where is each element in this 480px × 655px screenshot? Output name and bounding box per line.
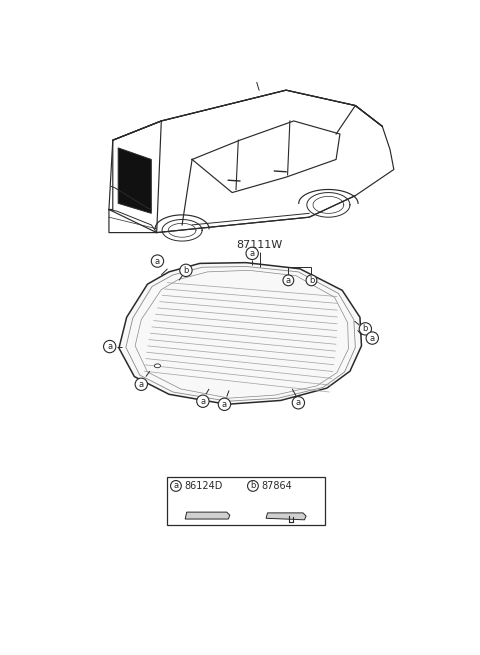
Circle shape: [197, 395, 209, 407]
Polygon shape: [119, 263, 361, 404]
Bar: [168, 477, 324, 525]
Text: a: a: [286, 276, 291, 285]
Text: a: a: [370, 333, 375, 343]
Circle shape: [248, 481, 258, 491]
Polygon shape: [185, 512, 230, 519]
Text: 86124D: 86124D: [184, 481, 223, 491]
Text: a: a: [250, 249, 255, 258]
Polygon shape: [266, 513, 306, 520]
Text: a: a: [296, 398, 301, 407]
Circle shape: [366, 332, 378, 345]
Text: a: a: [139, 380, 144, 389]
Polygon shape: [118, 148, 151, 214]
Text: b: b: [183, 266, 189, 275]
Circle shape: [180, 264, 192, 276]
Ellipse shape: [155, 364, 160, 367]
Circle shape: [151, 255, 164, 267]
Circle shape: [359, 323, 372, 335]
Circle shape: [218, 398, 230, 411]
Text: a: a: [222, 400, 227, 409]
Circle shape: [104, 341, 116, 353]
Circle shape: [170, 481, 181, 491]
Text: a: a: [173, 481, 179, 491]
Circle shape: [135, 378, 147, 390]
Text: b: b: [250, 481, 256, 491]
Text: a: a: [107, 342, 112, 351]
Circle shape: [292, 397, 304, 409]
Text: b: b: [309, 276, 314, 285]
Text: b: b: [363, 324, 368, 333]
Text: 87864: 87864: [262, 481, 292, 491]
Text: a: a: [155, 257, 160, 265]
Text: a: a: [200, 397, 205, 405]
Text: 87111W: 87111W: [237, 240, 283, 250]
Circle shape: [306, 275, 317, 286]
Circle shape: [283, 275, 294, 286]
Circle shape: [246, 247, 258, 259]
